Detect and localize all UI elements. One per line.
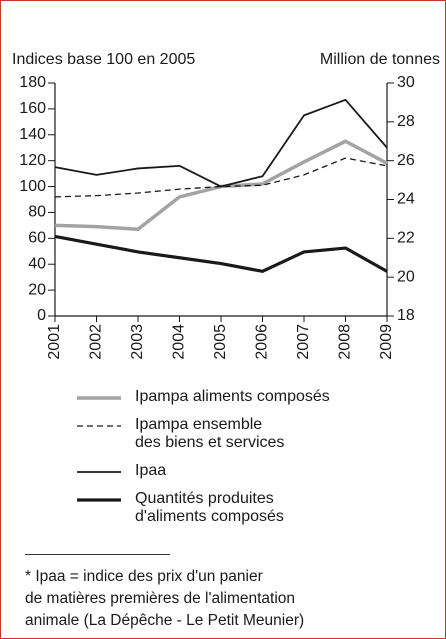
y2-tick-label: 20 [397,268,415,285]
legend-label: Ipampa ensemble des biens et services [135,416,285,451]
y2-axis-label: Million de tonnes [320,51,440,68]
legend-item: Quantités produites d'aliments composés [75,490,330,526]
x-tick-label: 2007 [295,324,312,360]
y-tick-label: 120 [19,152,46,169]
x-tick-label: 2005 [212,324,229,360]
x-tick-label: 2003 [129,324,146,360]
series-line [54,157,388,198]
y-tick-label: 40 [28,255,46,272]
legend-swatch [77,396,121,400]
chart: Indices base 100 en 2005 Million de tonn… [12,51,440,360]
y2-tick-label: 18 [397,307,415,324]
series-line [54,139,388,232]
series-line [54,234,388,273]
x-tick-label: 2004 [171,324,188,360]
y-tick-label: 100 [19,178,46,195]
x-tick-label: 2006 [254,324,271,360]
legend-item: Ipampa aliments composés [75,388,330,406]
y-tick-label: 20 [28,281,46,298]
y-tick-label: 0 [37,307,46,324]
y2-tick-label: 22 [397,230,415,247]
y-tick-label: 80 [28,204,46,221]
y-tick-label: 60 [28,230,46,247]
legend-item: Ipaa [75,462,330,480]
x-tick-label: 2001 [46,324,63,360]
legend-label: Ipaa [135,462,167,479]
y2-tick-label: 30 [397,74,415,91]
footnote-separator [25,554,170,555]
legend-label: Ipampa aliments composés [135,388,330,405]
y-tick-label: 160 [19,100,46,117]
x-tick-label: 2008 [337,324,354,360]
y2-tick-label: 26 [397,152,415,169]
y-tick-label: 140 [19,126,46,143]
legend: Ipampa aliments composés Ipampa ensemble … [75,388,330,536]
legend-swatch [77,498,121,502]
legend-swatch [77,471,121,473]
x-tick-label: 2009 [378,324,395,360]
y-tick-label: 180 [19,74,46,91]
y-axis-label: Indices base 100 en 2005 [12,51,195,68]
x-tick-label: 2002 [88,324,105,360]
y2-tick-label: 24 [397,191,415,208]
legend-swatch [77,425,121,427]
y2-tick-label: 28 [397,113,415,130]
legend-label: Quantités produites d'aliments composés [135,490,284,525]
footnote: * Ipaa = indice des prix d'un panier de … [25,568,305,629]
series-line [54,98,388,188]
legend-item: Ipampa ensemble des biens et services [75,416,330,452]
